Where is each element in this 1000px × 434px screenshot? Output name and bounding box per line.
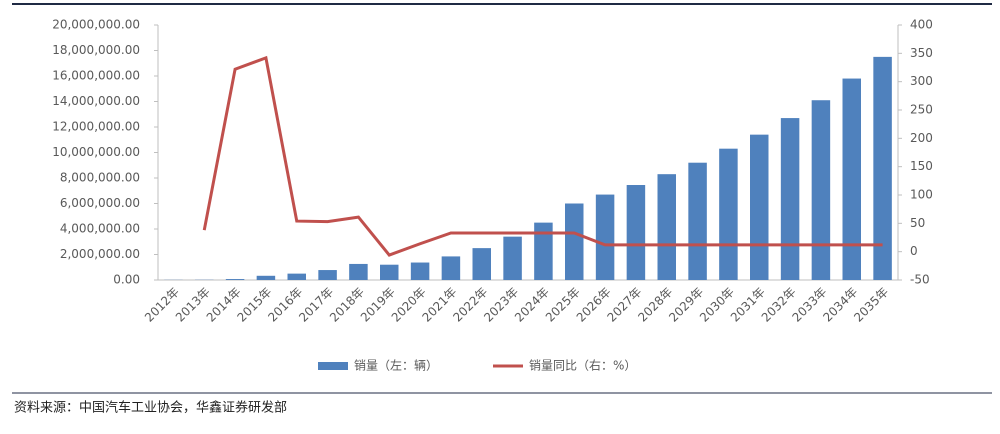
- y-tick-label: 0.00: [113, 273, 140, 287]
- bar: [719, 149, 738, 280]
- bar: [565, 204, 584, 281]
- bar: [257, 276, 276, 280]
- y2-tick-label: 0: [910, 244, 918, 258]
- y2-tick-label: 200: [910, 131, 933, 145]
- source-note: 资料来源：中国汽车工业协会，华鑫证券研发部: [14, 400, 287, 416]
- bar: [349, 264, 368, 280]
- bar: [596, 195, 615, 280]
- y2-tick-label: 300: [910, 74, 933, 88]
- y2-tick-label: 100: [910, 188, 933, 202]
- y-tick-label: 20,000,000.00: [52, 18, 140, 32]
- bar: [473, 248, 492, 280]
- y-tick-label: 12,000,000.00: [52, 120, 140, 134]
- y-tick-label: 8,000,000.00: [60, 171, 140, 185]
- bar: [843, 79, 862, 280]
- y2-tick-label: 350: [910, 46, 933, 60]
- y2-tick-label: -50: [910, 273, 930, 287]
- x-tick-label: 2035年: [851, 285, 891, 325]
- bar: [288, 274, 307, 280]
- y-tick-label: 2,000,000.00: [60, 247, 140, 261]
- y2-tick-label: 50: [910, 216, 925, 230]
- bar: [750, 135, 769, 280]
- y-tick-label: 14,000,000.00: [52, 94, 140, 108]
- legend-label: 销量（左：辆）: [354, 358, 438, 373]
- legend-swatch: [318, 362, 348, 370]
- bar: [812, 100, 831, 280]
- legend-label: 销量同比（右：%）: [529, 358, 636, 373]
- bar: [627, 185, 646, 280]
- bar: [411, 263, 430, 280]
- bar: [380, 265, 399, 280]
- bar: [873, 57, 892, 280]
- bar: [688, 163, 707, 280]
- bar: [781, 118, 800, 280]
- bar: [318, 270, 337, 280]
- bar: [534, 223, 553, 280]
- y-tick-label: 4,000,000.00: [60, 222, 140, 236]
- bar: [503, 237, 522, 280]
- bar: [226, 279, 245, 280]
- y-tick-label: 18,000,000.00: [52, 43, 140, 57]
- y-tick-label: 6,000,000.00: [60, 196, 140, 210]
- y2-tick-label: 250: [910, 103, 933, 117]
- bar: [658, 174, 677, 280]
- y2-tick-label: 400: [910, 18, 933, 32]
- y-tick-label: 10,000,000.00: [52, 145, 140, 159]
- y2-tick-label: 150: [910, 159, 933, 173]
- bar: [442, 256, 461, 280]
- y-tick-label: 16,000,000.00: [52, 69, 140, 83]
